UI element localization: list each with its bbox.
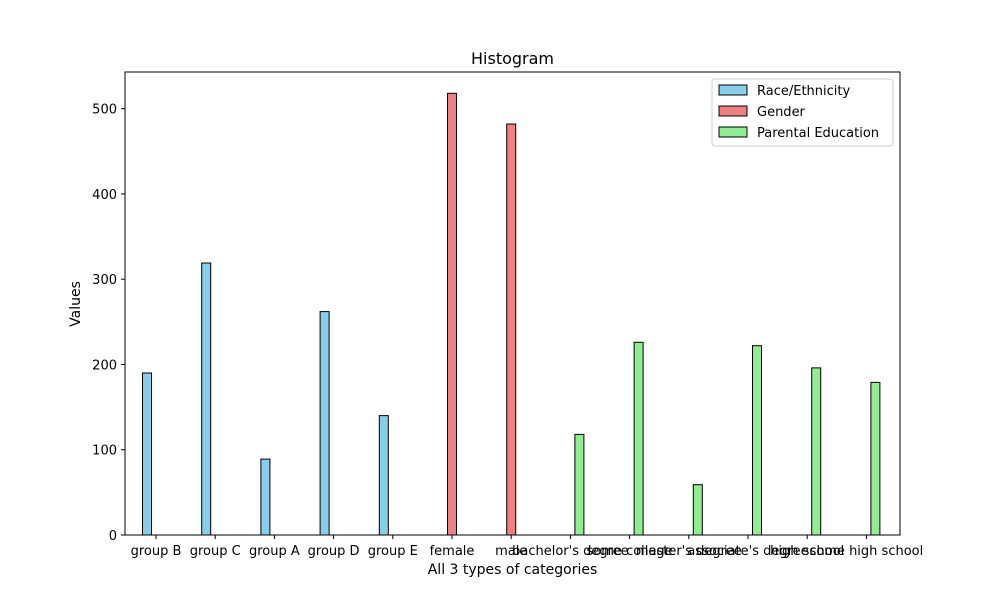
bar-parental-education-associate-s-degree <box>752 345 762 536</box>
legend-swatch-race-ethnicity <box>718 84 748 96</box>
x-ticks-layer: group B group C group A group D group E femal… <box>131 535 924 559</box>
x-tick-label: bachelor's degree <box>512 544 629 559</box>
x-tick-label: master's degree <box>636 544 742 559</box>
bar-parental-education-high-school <box>811 367 822 536</box>
x-tick-label: high school <box>770 544 844 559</box>
plot-frame <box>124 71 901 536</box>
legend-box <box>711 78 894 147</box>
x-tick-label: group A <box>249 544 300 559</box>
bar-race-ethnicity-group-b <box>142 372 152 536</box>
bar-race-ethnicity-group-a <box>260 458 271 536</box>
x-tick-label: group C <box>190 544 241 559</box>
x-tick-label: group D <box>308 544 360 559</box>
legend-label-gender: Gender <box>757 105 806 120</box>
bar-parental-education-master-s-degree <box>692 484 703 536</box>
x-tick-label: group B <box>131 544 182 559</box>
bar-parental-education-some-college <box>633 341 644 536</box>
y-tick-label: 300 <box>92 273 117 288</box>
legend-label-parental-education: Parental Education <box>757 126 879 141</box>
bar-race-ethnicity-group-e <box>378 415 389 536</box>
x-tick-label: some college <box>587 544 673 559</box>
y-tick-label: 0 <box>109 529 117 544</box>
bar-race-ethnicity-group-d <box>319 311 330 536</box>
x-tick-label: male <box>495 544 527 559</box>
bar-gender-female <box>447 92 457 536</box>
y-axis-label: Values <box>68 281 84 327</box>
bar-race-ethnicity-group-c <box>201 262 212 536</box>
legend-swatch-parental-education <box>718 126 748 138</box>
legend: Race/Ethnicity Gender Parental Education <box>711 78 894 147</box>
x-tick-label: female <box>430 544 475 559</box>
bar-parental-education-bachelor-s-degree <box>574 433 585 536</box>
legend-label-race-ethnicity: Race/Ethnicity <box>757 84 850 99</box>
x-tick-label: associate's degree <box>687 544 808 559</box>
bar-gender-male <box>506 123 517 536</box>
x-axis-label: All 3 types of categories <box>428 562 598 578</box>
x-tick-label: some high school <box>810 544 924 559</box>
legend-swatch-gender <box>718 105 748 117</box>
y-tick-label: 400 <box>92 188 117 203</box>
x-tick-label: group E <box>368 544 418 559</box>
y-ticks-layer: 0 100 200 300 400 500 <box>92 103 125 544</box>
bar-parental-education-some-high-school <box>870 381 881 536</box>
y-tick-label: 100 <box>92 444 117 459</box>
chart-title: Histogram <box>471 49 554 68</box>
y-tick-label: 200 <box>92 358 117 373</box>
y-tick-label: 500 <box>92 103 117 118</box>
